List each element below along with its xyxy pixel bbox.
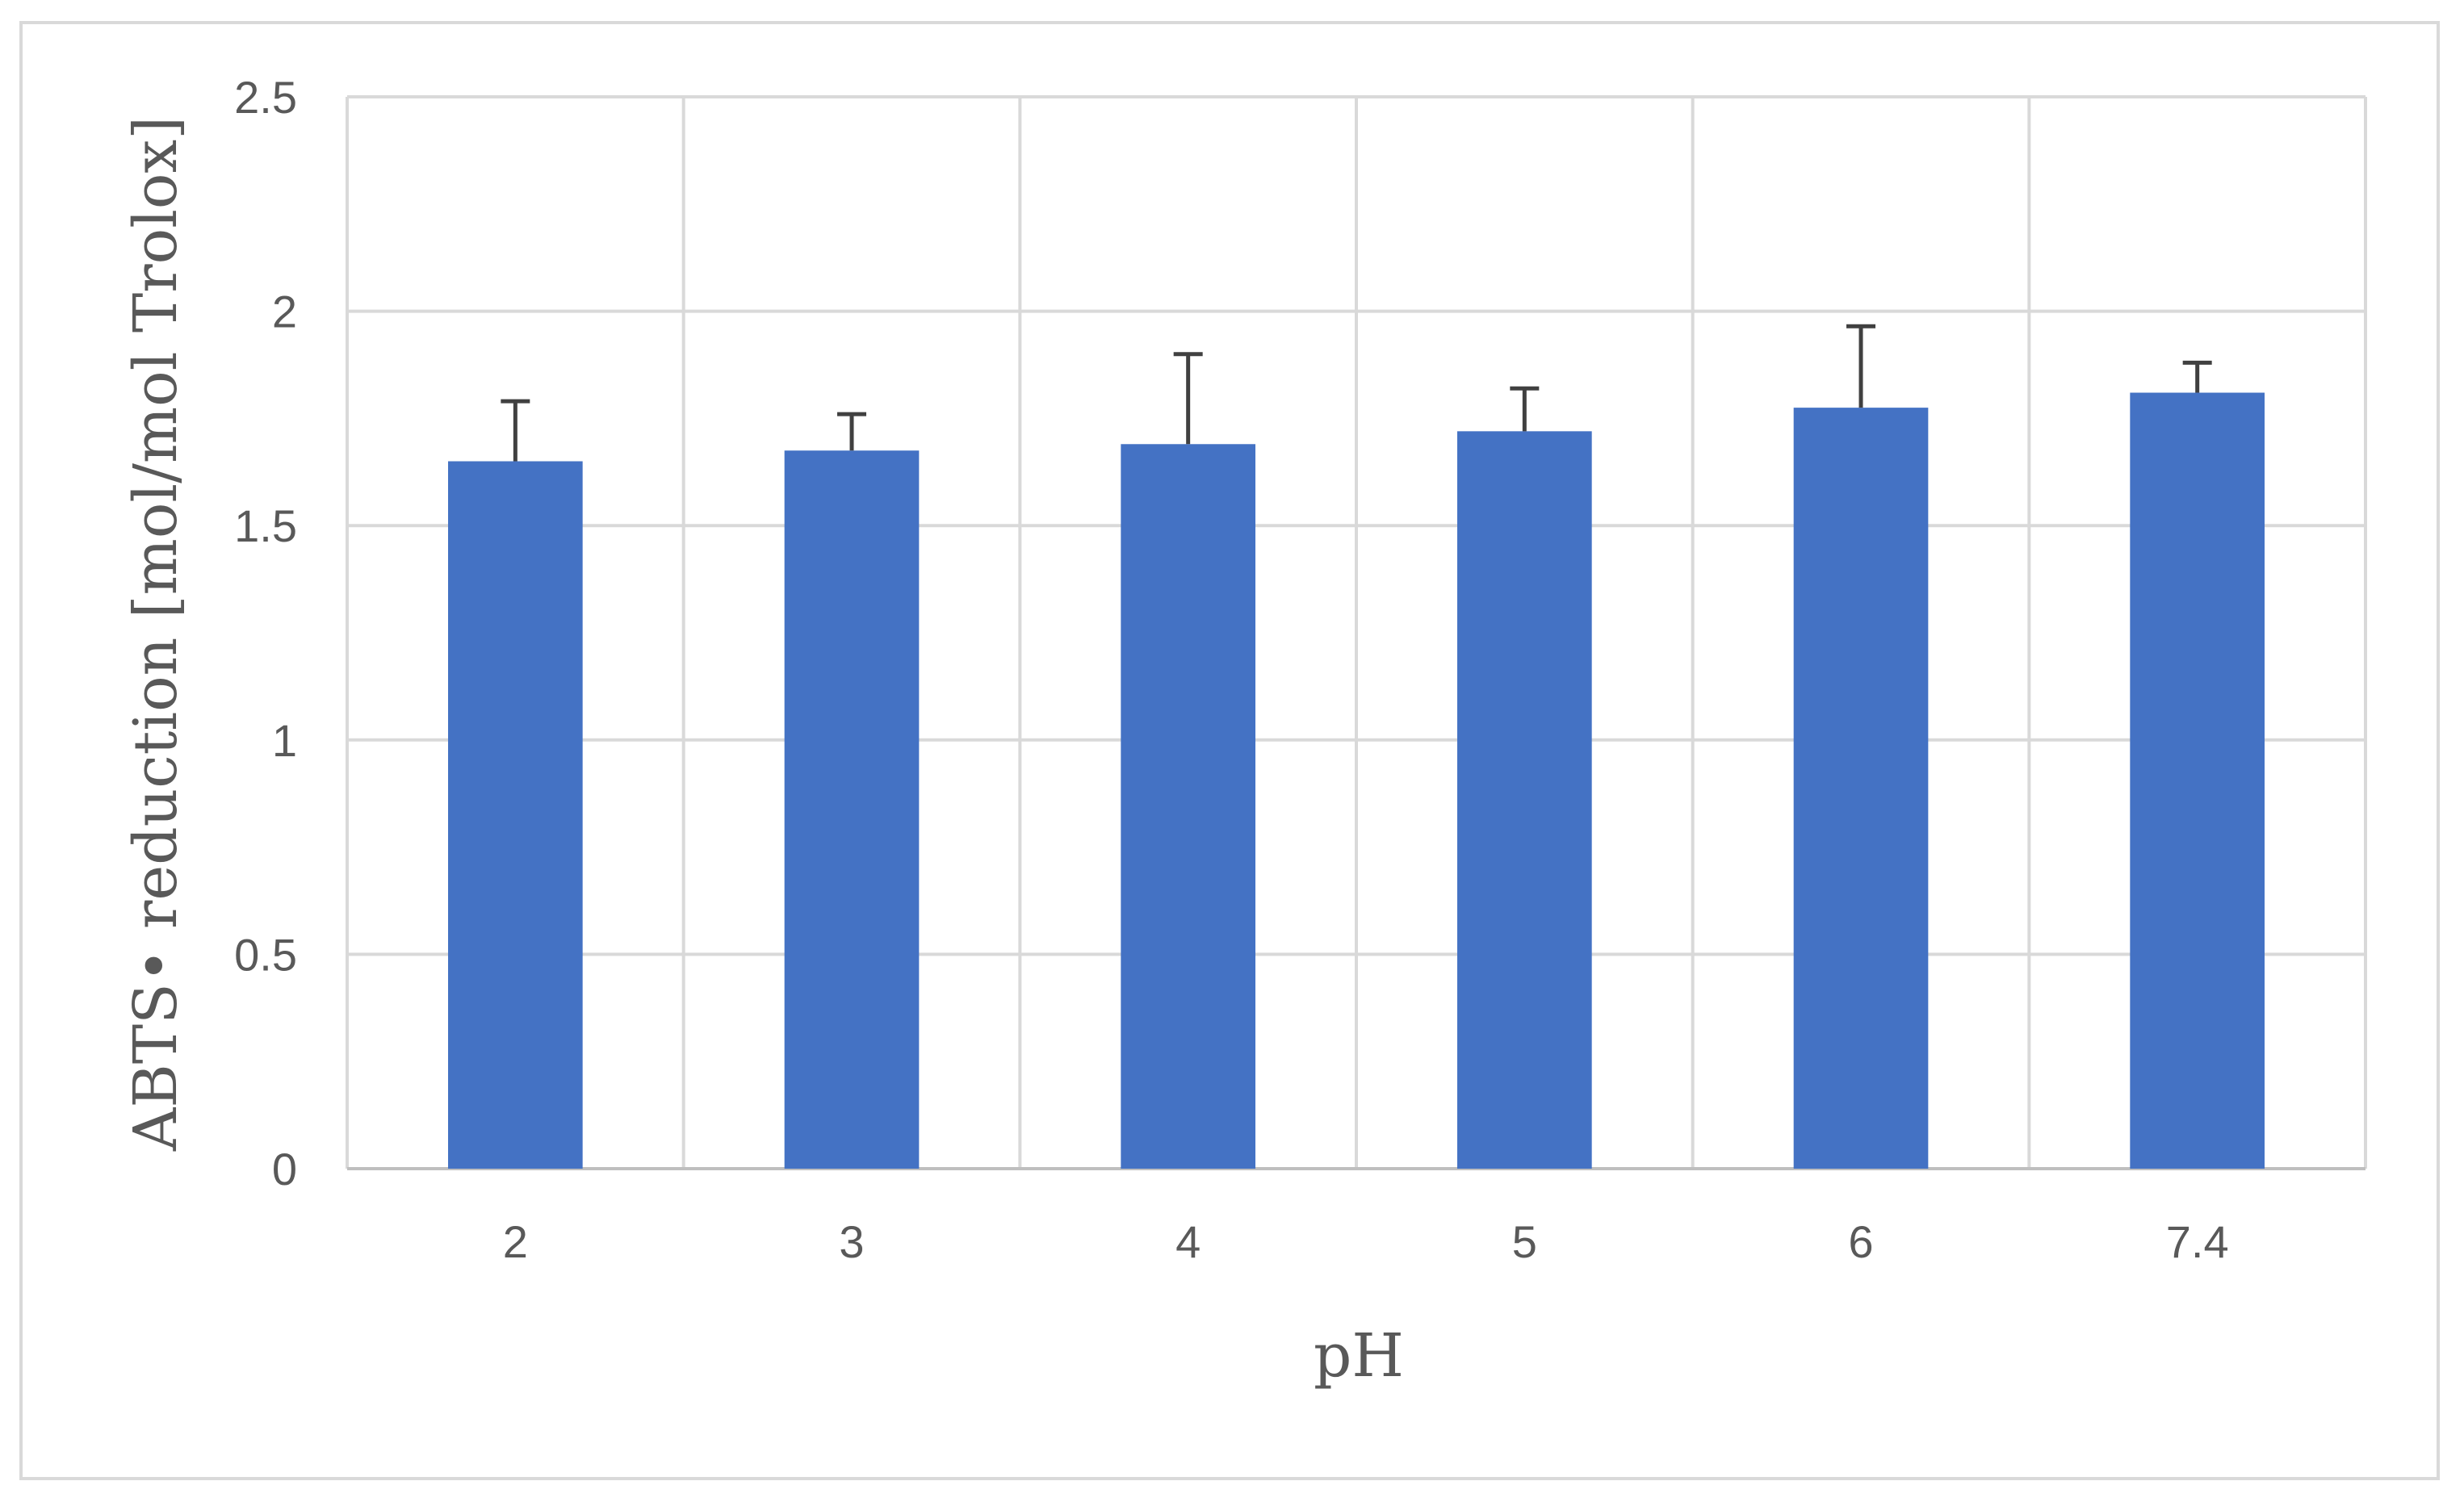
y-tick-label: 1	[272, 715, 297, 766]
y-tick-label: 1.5	[234, 500, 297, 551]
x-tick-label: 6	[1848, 1216, 1873, 1267]
error-bar	[1173, 352, 1203, 445]
x-axis-title: pH	[1314, 1321, 1404, 1391]
error-bar	[2182, 360, 2212, 393]
error-bar	[501, 399, 530, 462]
bar	[1457, 431, 1592, 1169]
y-tick-label: 0.5	[234, 929, 297, 980]
error-bars	[501, 324, 2212, 462]
bar	[448, 461, 583, 1169]
x-axis-ticks: 2 3 4 5 6 7.4	[503, 1216, 2229, 1267]
error-bar	[837, 412, 866, 451]
bars	[448, 392, 2265, 1169]
x-tick-label: 2	[503, 1216, 528, 1267]
bar	[2130, 392, 2265, 1169]
bar	[784, 450, 920, 1169]
bar	[1121, 444, 1255, 1169]
x-tick-label: 3	[839, 1216, 864, 1267]
error-bar	[1846, 324, 1875, 408]
x-tick-label: 4	[1175, 1216, 1201, 1267]
y-tick-label: 2.5	[234, 72, 297, 123]
bar	[1793, 408, 1929, 1169]
grid-lines	[346, 95, 2367, 1170]
y-axis-title: ABTS• reduction [mol/mol Trolox]	[121, 116, 191, 1152]
y-axis-ticks: 0 0.5 1 1.5 2 2.5	[234, 72, 297, 1194]
x-tick-label: 7.4	[2166, 1216, 2229, 1267]
y-tick-label: 0	[272, 1144, 297, 1194]
x-tick-label: 5	[1512, 1216, 1537, 1267]
y-tick-label: 2	[272, 287, 297, 337]
error-bar	[1510, 386, 1540, 432]
